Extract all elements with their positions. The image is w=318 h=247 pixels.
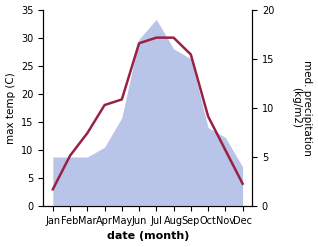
Y-axis label: med. precipitation
(kg/m2): med. precipitation (kg/m2)	[291, 60, 313, 156]
X-axis label: date (month): date (month)	[107, 231, 189, 242]
Y-axis label: max temp (C): max temp (C)	[5, 72, 16, 144]
